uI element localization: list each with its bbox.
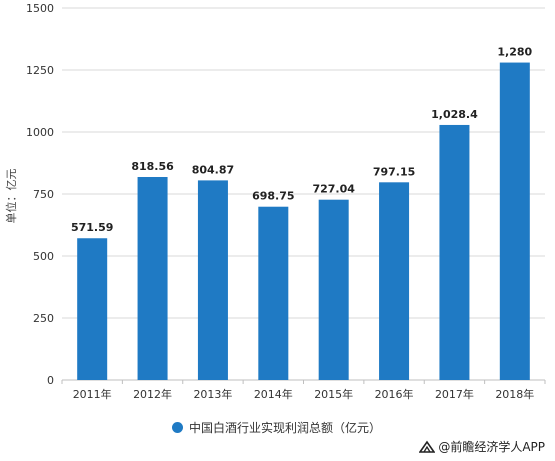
y-tick-label: 500 xyxy=(33,250,54,263)
bar xyxy=(137,176,168,380)
bar xyxy=(77,238,108,380)
bar xyxy=(439,124,470,380)
legend: 中国白酒行业实现利润总额（亿元） xyxy=(172,418,381,436)
data-label: 804.87 xyxy=(192,163,234,176)
x-tick-label: 2013年 xyxy=(193,387,232,401)
bar xyxy=(318,199,349,380)
source-text: @前瞻经济学人APP xyxy=(438,440,545,454)
bar xyxy=(197,180,228,380)
x-tick-label: 2011年 xyxy=(73,387,112,401)
y-tick-label: 1250 xyxy=(26,64,54,77)
y-axis-label: 单位：亿元 xyxy=(5,168,18,224)
bar xyxy=(258,206,289,380)
x-tick-label: 2014年 xyxy=(254,387,293,401)
y-tick-label: 0 xyxy=(47,374,54,387)
data-label: 818.56 xyxy=(131,160,174,173)
x-tick-label: 2015年 xyxy=(314,387,353,401)
data-label: 1,280 xyxy=(497,46,532,59)
bar xyxy=(499,62,530,381)
data-label: 571.59 xyxy=(71,221,113,234)
legend-label: 中国白酒行业实现利润总额（亿元） xyxy=(189,420,382,435)
legend-marker xyxy=(172,421,183,433)
data-label: 727.04 xyxy=(312,183,355,196)
y-tick-label: 1500 xyxy=(26,2,54,15)
source-credit: @前瞻经济学人APP xyxy=(419,438,545,455)
data-label: 797.15 xyxy=(373,165,415,178)
x-tick-label: 2018年 xyxy=(495,387,534,401)
brand-icon xyxy=(419,440,436,453)
x-tick-label: 2012年 xyxy=(133,387,172,401)
y-tick-label: 250 xyxy=(33,312,54,325)
x-tick-label: 2017年 xyxy=(435,387,474,401)
data-label: 1,028.4 xyxy=(431,108,478,121)
data-label: 698.75 xyxy=(252,190,294,203)
x-tick-label: 2016年 xyxy=(375,387,414,401)
y-tick-label: 1000 xyxy=(26,126,54,139)
bar xyxy=(379,182,410,380)
y-tick-label: 750 xyxy=(33,188,54,201)
